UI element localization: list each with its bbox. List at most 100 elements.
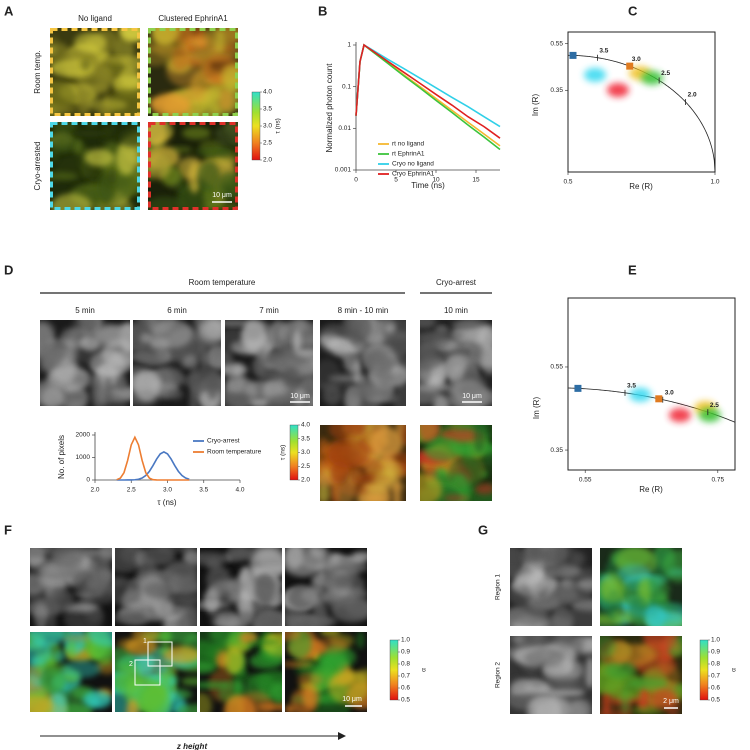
x-tick-label: 0.55 [579,477,592,484]
y-tick-label: 0.35 [550,87,563,94]
time-label: 5 min [75,306,95,315]
micrograph [50,122,140,210]
cell-signal [647,613,682,626]
cell-signal [50,129,72,154]
cell-signal [345,425,367,436]
cell-signal [148,152,171,180]
y-tick-label: 0.001 [335,167,352,174]
x-tick-label: 4.0 [235,487,244,494]
cell-signal [356,668,367,682]
y-tick-label: 0 [86,477,90,484]
panel-label: E [628,262,637,277]
series-line [355,43,501,151]
cell-signal [631,707,664,714]
legend-label: rt EphrinA1 [392,151,425,158]
cell-signal [252,566,282,574]
cell-signal [108,168,117,183]
cell-signal [241,320,267,351]
cell-signal [190,366,221,391]
y-axis-label: Im (R) [531,94,540,117]
cell-signal [141,684,172,712]
cell-signal [217,613,242,626]
cell-signal [297,672,322,688]
lifetime-label: 2.5 [710,402,719,409]
cell-signal [321,325,361,339]
lifetime-label: 2.5 [661,70,670,77]
cell-signal [40,320,56,343]
y-tick-label: 0.01 [338,125,351,132]
cell-signal [324,559,367,575]
colorbar-label: α [421,668,428,672]
cell-signal [420,320,437,329]
micrograph [420,425,492,501]
x-tick-label: 0 [354,177,358,184]
cell-signal [50,193,93,210]
cell-signal [84,581,112,604]
cell-signal [675,683,682,700]
cell-signal [551,606,574,626]
cell-signal [541,548,564,565]
cell-signal [86,98,128,111]
cell-signal [30,573,46,595]
micrograph [320,425,406,501]
cell-signal [181,677,197,686]
cell-signal [225,371,246,395]
cell-signal [218,88,234,111]
cell-signal [617,564,652,582]
legend-label: rt no ligand [392,141,425,148]
row-label: Cryo-arrested [33,142,42,191]
cell-signal [152,665,170,674]
lifetime-label: 2.0 [688,92,697,99]
cell-signal [527,576,548,593]
cell-signal [671,640,682,654]
x-axis-label: τ (ns) [157,498,176,507]
cell-signal [51,693,67,712]
cell-signal [39,561,81,578]
cell-signal [524,648,565,668]
cell-signal [212,339,221,359]
y-tick-label: 1 [347,42,351,49]
row-label: Region 2 [495,662,502,688]
micrograph [148,28,238,116]
roi-label: 2 [129,661,133,668]
cell-signal [50,35,59,45]
micrograph [320,320,406,406]
lifetime-label: 3.0 [632,56,641,63]
cell-signal [60,634,97,642]
legend-label: Room temperature [207,449,262,456]
cell-signal [626,677,668,689]
cell-signal [50,172,78,181]
plot-frame [567,31,716,173]
cell-signal [86,632,112,647]
micrograph [40,320,130,406]
cell-signal [202,202,238,210]
cell-signal [154,598,173,618]
cell-signal [215,29,226,57]
colorbar-tick-label: 4.0 [263,89,272,96]
cell-signal [510,585,532,606]
cell-signal [363,354,394,374]
cell-signal [260,644,282,663]
cell-signal [214,140,238,147]
cell-signal [570,599,592,626]
y-tick-label: 0.35 [550,447,563,454]
cell-signal [243,380,284,398]
colorbar-tick-label: 0.6 [711,685,720,692]
y-tick-label: 2000 [76,432,91,439]
colorbar-tick-label: 0.8 [711,661,720,668]
phasor-cloud [698,408,721,423]
cell-signal [527,695,562,714]
cell-signal [420,473,443,501]
cell-signal [662,549,682,583]
image-border [50,122,140,210]
cell-signal [30,548,46,568]
cell-signal [40,340,65,369]
series-line [355,43,501,128]
y-axis-label: Normalized photon count [325,63,334,153]
cell-signal [447,379,490,406]
colorbar-tick-label: 4.0 [301,422,310,429]
cell-signal [116,372,125,394]
x-tick-label: 1.0 [710,179,719,186]
cell-signal [293,389,305,405]
cell-signal [426,329,464,341]
